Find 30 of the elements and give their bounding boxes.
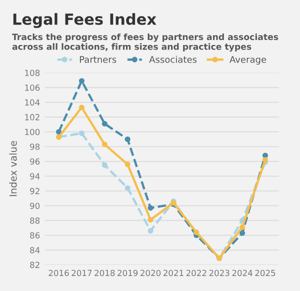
y-tick-label: 86 [30, 232, 40, 239]
y-tick-label: 98 [30, 144, 40, 150]
x-tick-label: 2025 [255, 270, 276, 276]
x-tick-label: 2018 [94, 270, 115, 276]
chart-subtitle: Tracks the progress of fees by partners and associates across all locations, firm sizes and practice types [12, 33, 278, 52]
legend-label: Associates [149, 56, 197, 63]
y-tick-label: 88 [30, 217, 40, 224]
chart-title: Legal Fees Index [13, 13, 156, 28]
y-tick-label: 92 [30, 188, 40, 194]
y-axis-title: Index value [9, 141, 17, 196]
x-tick-label: 2023 [209, 270, 230, 276]
x-tick-label: 2022 [186, 270, 206, 276]
y-tick-label: 94 [30, 173, 40, 180]
x-tick-label: 2024 [232, 270, 252, 276]
y-tick-label: 96 [30, 158, 40, 165]
x-tick-label: 2016 [48, 270, 69, 276]
y-tick-label: 84 [30, 247, 40, 254]
legend-label: Partners [80, 56, 116, 63]
x-tick-label: 2020 [140, 270, 161, 276]
y-tick-label: 104 [25, 99, 40, 106]
y-tick-label: 90 [30, 202, 40, 209]
y-tick-label: 82 [30, 262, 40, 268]
y-tick-label: 102 [25, 114, 40, 120]
legend-label: Average [230, 56, 266, 65]
x-tick-label: 2021 [163, 270, 184, 276]
y-tick-label: 108 [25, 70, 40, 76]
x-tick-label: 2019 [118, 270, 138, 276]
y-tick-label: 106 [25, 84, 40, 91]
y-tick-label: 100 [25, 128, 40, 136]
x-tick-label: 2017 [72, 270, 92, 276]
